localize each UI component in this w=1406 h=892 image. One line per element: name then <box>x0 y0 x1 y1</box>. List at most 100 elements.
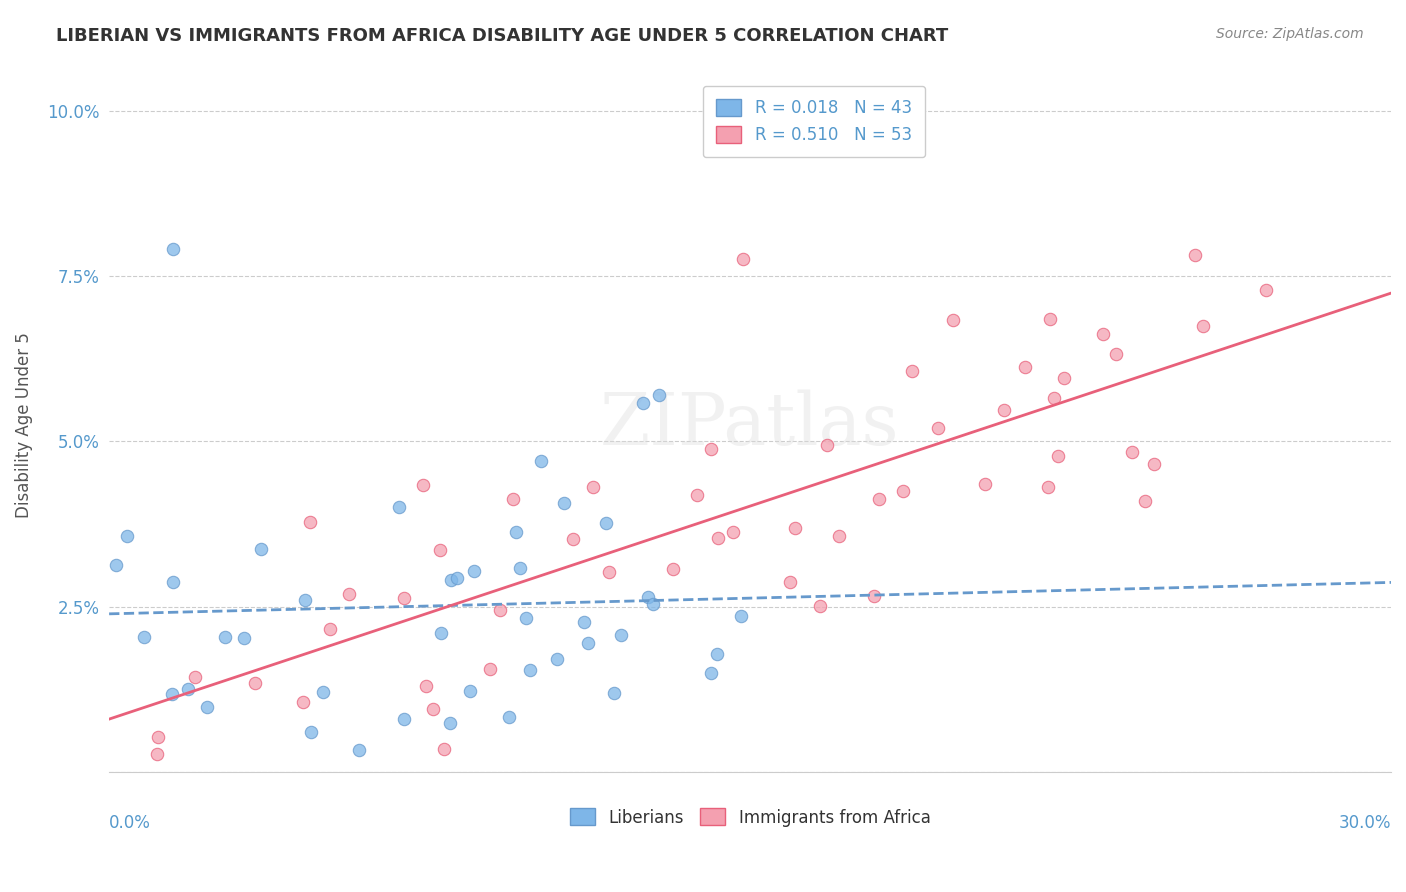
Point <box>519 663 541 677</box>
Point <box>572 615 595 629</box>
Point <box>530 454 553 468</box>
Point <box>463 565 485 579</box>
Point <box>641 597 664 611</box>
Point <box>439 716 461 731</box>
Point <box>214 630 236 644</box>
Point <box>815 437 838 451</box>
Point <box>294 593 316 607</box>
Point <box>446 571 468 585</box>
Point <box>721 524 744 539</box>
Point <box>974 476 997 491</box>
Point <box>392 712 415 726</box>
Point <box>686 488 709 502</box>
Point <box>429 543 451 558</box>
Point <box>891 484 914 499</box>
Point <box>647 388 669 402</box>
Point <box>1143 458 1166 472</box>
Point <box>993 403 1015 417</box>
Point <box>1047 449 1070 463</box>
Point <box>460 683 482 698</box>
Point <box>243 676 266 690</box>
Point <box>731 252 754 267</box>
Point <box>509 561 531 575</box>
Point <box>730 608 752 623</box>
Point <box>1104 346 1126 360</box>
Point <box>479 662 502 676</box>
Point <box>706 531 728 545</box>
Point <box>662 562 685 576</box>
Point <box>505 525 527 540</box>
Point <box>1191 318 1213 333</box>
Point <box>700 442 723 456</box>
Text: 30.0%: 30.0% <box>1339 814 1391 831</box>
Point <box>553 496 575 510</box>
Point <box>319 622 342 636</box>
Point <box>430 626 453 640</box>
Point <box>489 603 512 617</box>
Point <box>184 670 207 684</box>
Legend: Liberians, Immigrants from Africa: Liberians, Immigrants from Africa <box>562 802 936 833</box>
Point <box>1121 445 1143 459</box>
Point <box>808 599 831 613</box>
Point <box>502 491 524 506</box>
Point <box>1052 370 1074 384</box>
Point <box>546 652 568 666</box>
Point <box>1036 480 1059 494</box>
Point <box>115 529 138 543</box>
Point <box>312 685 335 699</box>
Point <box>1092 326 1115 341</box>
Point <box>195 700 218 714</box>
Point <box>927 421 949 435</box>
Point <box>232 631 254 645</box>
Point <box>498 710 520 724</box>
Point <box>1184 248 1206 262</box>
Point <box>610 627 633 641</box>
Point <box>515 611 537 625</box>
Point <box>298 515 321 529</box>
Point <box>637 590 659 604</box>
Point <box>706 647 728 661</box>
Point <box>177 681 200 696</box>
Point <box>901 364 924 378</box>
Point <box>868 491 890 506</box>
Text: LIBERIAN VS IMMIGRANTS FROM AFRICA DISABILITY AGE UNDER 5 CORRELATION CHART: LIBERIAN VS IMMIGRANTS FROM AFRICA DISAB… <box>56 27 949 45</box>
Point <box>422 702 444 716</box>
Point <box>146 731 169 745</box>
Point <box>1254 283 1277 297</box>
Point <box>337 587 360 601</box>
Text: Source: ZipAtlas.com: Source: ZipAtlas.com <box>1216 27 1364 41</box>
Point <box>134 631 156 645</box>
Point <box>250 542 273 557</box>
Point <box>576 636 599 650</box>
Point <box>581 480 603 494</box>
Point <box>292 694 315 708</box>
Text: ZIPatlas: ZIPatlas <box>600 390 900 460</box>
Text: 0.0%: 0.0% <box>110 814 150 831</box>
Point <box>347 743 370 757</box>
Point <box>595 516 617 530</box>
Point <box>633 396 655 410</box>
Point <box>1135 494 1157 508</box>
Point <box>942 312 965 326</box>
Point <box>146 747 169 762</box>
Point <box>388 500 411 515</box>
Point <box>779 575 801 590</box>
Point <box>561 532 583 546</box>
Point <box>700 665 723 680</box>
Point <box>299 724 322 739</box>
Point <box>863 589 886 603</box>
Point <box>415 679 437 693</box>
Point <box>440 573 463 587</box>
Point <box>162 575 184 590</box>
Point <box>104 558 127 572</box>
Y-axis label: Disability Age Under 5: Disability Age Under 5 <box>15 332 32 517</box>
Point <box>828 529 851 543</box>
Point <box>783 521 806 535</box>
Point <box>412 478 434 492</box>
Point <box>162 243 184 257</box>
Point <box>1038 312 1060 326</box>
Point <box>433 742 456 756</box>
Point <box>1043 391 1066 405</box>
Point <box>392 591 415 605</box>
Point <box>603 686 626 700</box>
